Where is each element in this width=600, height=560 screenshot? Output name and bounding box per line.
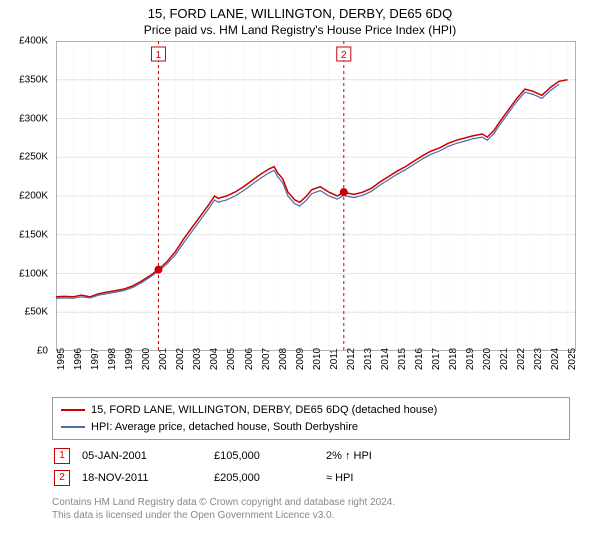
legend-row: HPI: Average price, detached house, Sout… xyxy=(61,419,561,436)
x-axis-label: 1995 xyxy=(56,348,67,370)
y-axis-label: £200K xyxy=(8,191,48,202)
x-axis-label: 2004 xyxy=(209,348,220,370)
sale-date: 18-NOV-2011 xyxy=(82,468,212,488)
sale-delta: ≈ HPI xyxy=(326,468,382,488)
sale-delta: 2% ↑ HPI xyxy=(326,446,382,466)
y-axis-label: £100K xyxy=(8,268,48,279)
y-axis-label: £350K xyxy=(8,74,48,85)
svg-text:2: 2 xyxy=(341,50,347,61)
chart-svg: 12 xyxy=(56,41,576,351)
x-axis-label: 2010 xyxy=(312,348,323,370)
y-axis-label: £150K xyxy=(8,229,48,240)
y-axis-label: £0 xyxy=(8,346,48,357)
sale-marker-dot xyxy=(340,188,348,196)
x-axis-label: 1998 xyxy=(107,348,118,370)
y-axis-label: £50K xyxy=(8,307,48,318)
y-axis-label: £250K xyxy=(8,152,48,163)
x-axis-label: 2014 xyxy=(380,348,391,370)
y-axis-label: £400K xyxy=(8,36,48,47)
sale-date: 05-JAN-2001 xyxy=(82,446,212,466)
sale-marker-dot xyxy=(154,266,162,274)
x-axis-label: 2009 xyxy=(295,348,306,370)
x-axis-label: 2018 xyxy=(448,348,459,370)
svg-text:1: 1 xyxy=(156,50,162,61)
x-axis-label: 2016 xyxy=(414,348,425,370)
x-axis-label: 2019 xyxy=(465,348,476,370)
x-axis-label: 2006 xyxy=(244,348,255,370)
legend-row: 15, FORD LANE, WILLINGTON, DERBY, DE65 6… xyxy=(61,402,561,419)
x-axis-label: 2021 xyxy=(499,348,510,370)
sale-badge: 2 xyxy=(54,470,70,486)
sale-price: £205,000 xyxy=(214,468,324,488)
footer-attribution: Contains HM Land Registry data © Crown c… xyxy=(52,496,570,522)
x-axis-label: 1996 xyxy=(73,348,84,370)
chart-area: £0£50K£100K£150K£200K£250K£300K£350K£400… xyxy=(4,41,596,391)
legend-box: 15, FORD LANE, WILLINGTON, DERBY, DE65 6… xyxy=(52,397,570,440)
x-axis-label: 2001 xyxy=(158,348,169,370)
x-axis-label: 2007 xyxy=(261,348,272,370)
sale-row: 2 18-NOV-2011£205,000≈ HPI xyxy=(54,468,382,488)
page-subtitle: Price paid vs. HM Land Registry's House … xyxy=(0,21,600,41)
x-axis-label: 2008 xyxy=(278,348,289,370)
x-axis-label: 2017 xyxy=(431,348,442,370)
legend-label: 15, FORD LANE, WILLINGTON, DERBY, DE65 6… xyxy=(91,402,437,419)
x-axis-label: 2024 xyxy=(550,348,561,370)
x-axis-label: 2011 xyxy=(329,348,340,370)
footer-line: Contains HM Land Registry data © Crown c… xyxy=(52,496,570,509)
x-axis-label: 1999 xyxy=(124,348,135,370)
x-axis-label: 2005 xyxy=(226,348,237,370)
sale-marker-table: 1 05-JAN-2001£105,0002% ↑ HPI 2 18-NOV-2011… xyxy=(52,444,384,490)
x-axis-label: 2003 xyxy=(192,348,203,370)
x-axis-label: 2002 xyxy=(175,348,186,370)
legend-swatch xyxy=(61,426,85,428)
legend-swatch xyxy=(61,409,85,411)
x-axis-label: 1997 xyxy=(90,348,101,370)
x-axis-label: 2020 xyxy=(482,348,493,370)
x-axis-label: 2025 xyxy=(567,348,578,370)
x-axis-label: 2023 xyxy=(533,348,544,370)
footer-line: This data is licensed under the Open Gov… xyxy=(52,509,570,522)
y-axis-label: £300K xyxy=(8,113,48,124)
x-axis-label: 2013 xyxy=(363,348,374,370)
x-axis-label: 2012 xyxy=(346,348,357,370)
series-hpi xyxy=(56,84,559,298)
legend-label: HPI: Average price, detached house, Sout… xyxy=(91,419,358,436)
x-axis-label: 2022 xyxy=(516,348,527,370)
series-price_paid xyxy=(56,80,568,297)
sale-badge: 1 xyxy=(54,448,70,464)
sale-price: £105,000 xyxy=(214,446,324,466)
x-axis-label: 2015 xyxy=(397,348,408,370)
sale-row: 1 05-JAN-2001£105,0002% ↑ HPI xyxy=(54,446,382,466)
page-title: 15, FORD LANE, WILLINGTON, DERBY, DE65 6… xyxy=(0,0,600,21)
x-axis-label: 2000 xyxy=(141,348,152,370)
